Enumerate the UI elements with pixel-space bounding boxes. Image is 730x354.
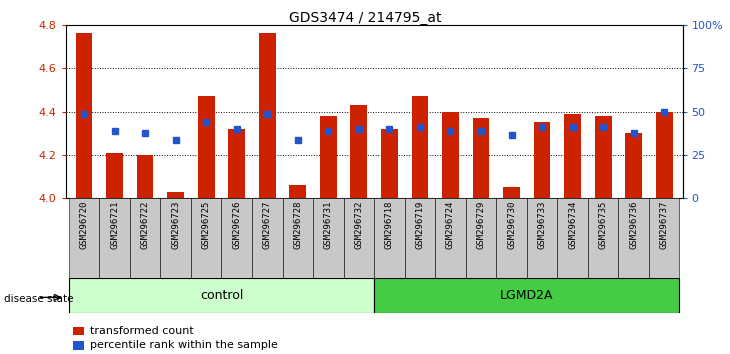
Bar — [221, 198, 252, 278]
Bar — [252, 198, 283, 278]
Text: GSM296723: GSM296723 — [171, 201, 180, 249]
Bar — [412, 96, 429, 198]
Bar — [344, 198, 374, 278]
Text: GSM296726: GSM296726 — [232, 201, 241, 249]
Bar — [374, 198, 404, 278]
Bar — [588, 198, 618, 278]
Bar — [618, 198, 649, 278]
Text: GSM296728: GSM296728 — [293, 201, 302, 249]
Bar — [626, 133, 642, 198]
Text: GSM296727: GSM296727 — [263, 201, 272, 249]
Bar — [404, 198, 435, 278]
Text: GSM296718: GSM296718 — [385, 201, 394, 249]
Text: GDS3474 / 214795_at: GDS3474 / 214795_at — [289, 11, 441, 25]
Text: GSM296729: GSM296729 — [477, 201, 485, 249]
Text: percentile rank within the sample: percentile rank within the sample — [90, 340, 277, 350]
Bar — [656, 112, 672, 198]
Bar — [106, 153, 123, 198]
Bar — [649, 198, 680, 278]
Bar — [595, 116, 612, 198]
Bar — [374, 278, 680, 313]
Bar — [76, 34, 93, 198]
Bar — [527, 198, 557, 278]
Text: transformed count: transformed count — [90, 326, 193, 336]
Text: GSM296722: GSM296722 — [141, 201, 150, 249]
Text: control: control — [200, 289, 243, 302]
Text: GSM296721: GSM296721 — [110, 201, 119, 249]
Bar — [191, 198, 221, 278]
Text: GSM296731: GSM296731 — [324, 201, 333, 249]
Text: LGMD2A: LGMD2A — [500, 289, 553, 302]
Text: GSM296735: GSM296735 — [599, 201, 607, 249]
Text: GSM296725: GSM296725 — [201, 201, 211, 249]
Bar — [167, 192, 184, 198]
Bar — [320, 116, 337, 198]
Bar — [289, 185, 306, 198]
Text: GSM296730: GSM296730 — [507, 201, 516, 249]
Bar — [564, 114, 581, 198]
Bar — [137, 155, 153, 198]
Text: GSM296724: GSM296724 — [446, 201, 455, 249]
Bar — [472, 118, 489, 198]
Text: GSM296734: GSM296734 — [568, 201, 577, 249]
Text: disease state: disease state — [4, 294, 73, 304]
Bar — [198, 96, 215, 198]
Bar — [69, 198, 99, 278]
Bar — [259, 34, 276, 198]
Bar — [496, 198, 527, 278]
Bar — [381, 129, 398, 198]
Bar — [161, 198, 191, 278]
Text: GSM296720: GSM296720 — [80, 201, 88, 249]
Bar — [534, 122, 550, 198]
Bar — [557, 198, 588, 278]
Bar — [283, 198, 313, 278]
Text: GSM296733: GSM296733 — [537, 201, 547, 249]
Bar — [130, 198, 161, 278]
Bar — [228, 129, 245, 198]
Bar — [466, 198, 496, 278]
Text: GSM296736: GSM296736 — [629, 201, 638, 249]
Bar — [350, 105, 367, 198]
Bar — [503, 187, 520, 198]
Text: GSM296719: GSM296719 — [415, 201, 424, 249]
Bar — [69, 278, 374, 313]
Bar — [435, 198, 466, 278]
Bar — [442, 112, 459, 198]
Text: GSM296732: GSM296732 — [354, 201, 364, 249]
Bar — [99, 198, 130, 278]
Bar — [313, 198, 344, 278]
Text: GSM296737: GSM296737 — [660, 201, 669, 249]
